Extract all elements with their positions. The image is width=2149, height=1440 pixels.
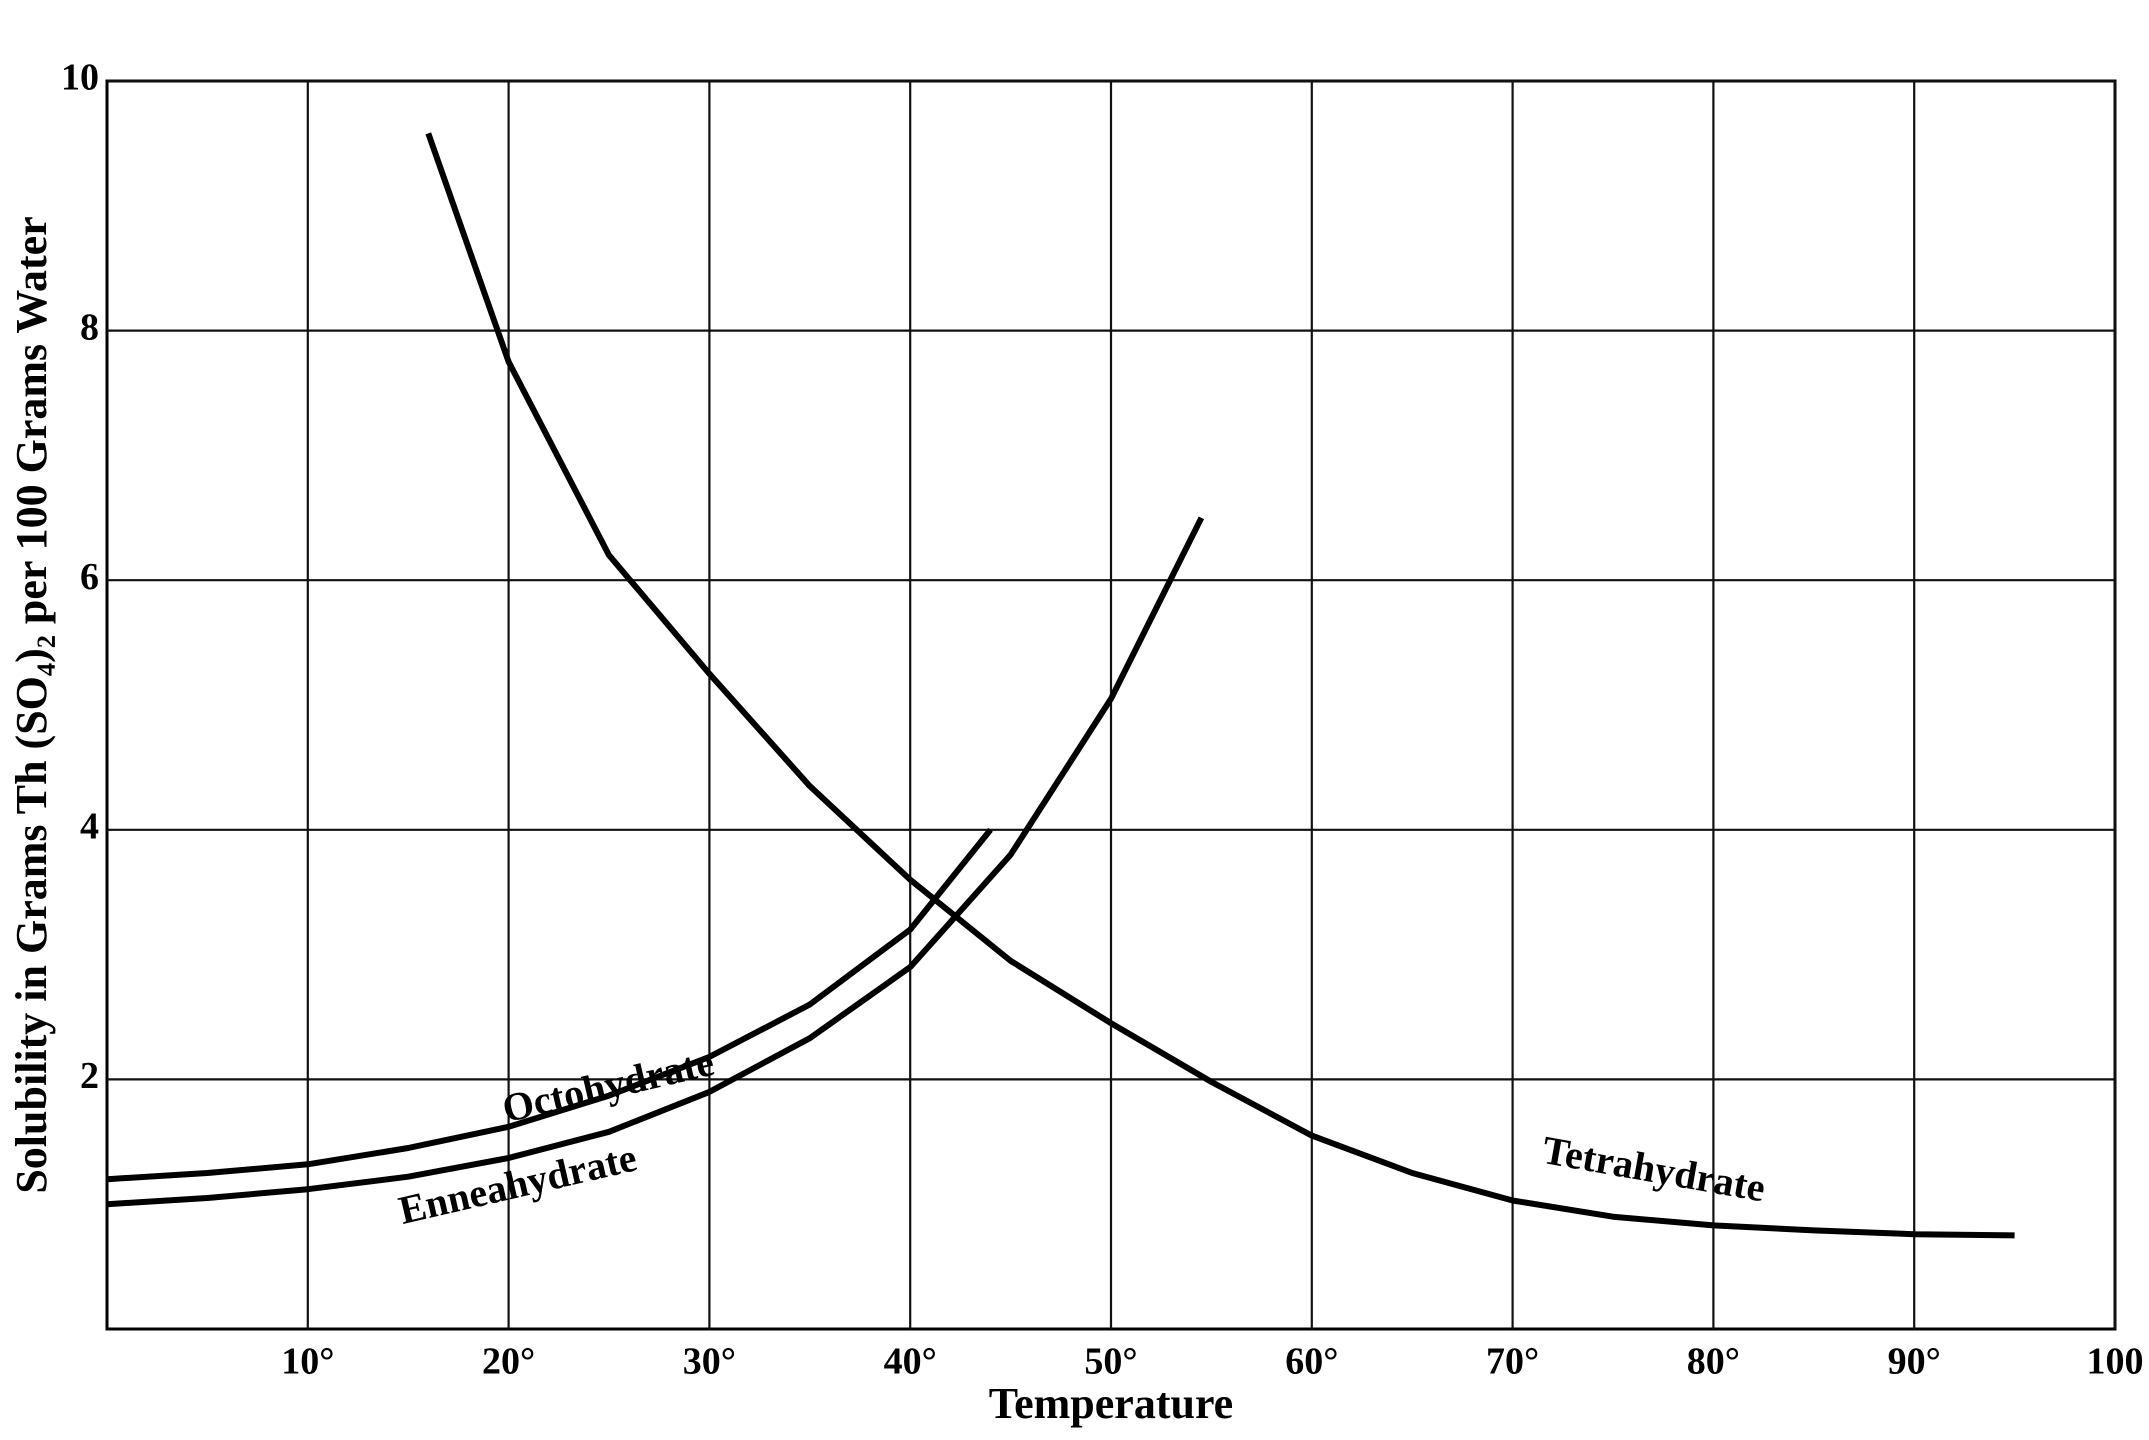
x-tick-label: 40° (884, 1341, 937, 1383)
y-tick-label: 8 (80, 306, 99, 348)
x-tick-label: 80° (1687, 1341, 1740, 1383)
y-axis-label: Solubility in Grams Th (SO₄)₂ per 100 Gr… (7, 216, 56, 1193)
y-tick-label: 4 (80, 806, 99, 848)
x-tick-label: 50° (1084, 1341, 1137, 1383)
line (425, 132, 2015, 1239)
y-tick-label: 2 (80, 1055, 99, 1097)
y-tick-label: 6 (80, 556, 99, 598)
x-tick-label: 70° (1486, 1341, 1539, 1383)
x-tick-label: 20° (482, 1341, 535, 1383)
series-label: Octohydrate (498, 1039, 718, 1131)
line (106, 827, 993, 1183)
series-label: Enneahydrate (395, 1135, 641, 1233)
x-tick-label: 30° (683, 1341, 736, 1383)
x-tick-label: 90° (1888, 1341, 1941, 1383)
x-tick-label: 10° (281, 1341, 334, 1383)
x-tick-label: 60° (1285, 1341, 1338, 1383)
line (106, 516, 1205, 1208)
series-label: Tetrahydrate (1539, 1127, 1769, 1210)
y-tick-label: 10 (61, 57, 99, 99)
x-axis-label: Temperature (989, 1379, 1233, 1428)
x-tick-label: 100 (2087, 1341, 2144, 1383)
